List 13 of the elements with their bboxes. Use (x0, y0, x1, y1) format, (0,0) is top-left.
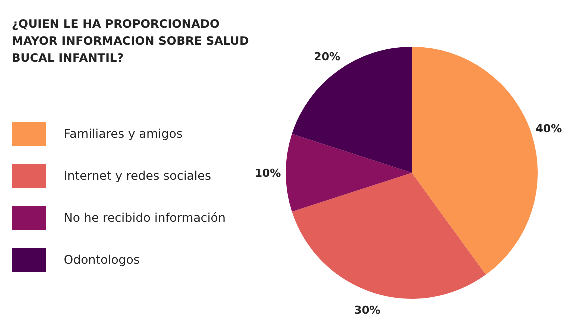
pie-slice (286, 134, 412, 212)
legend-label: Internet y redes sociales (64, 169, 212, 184)
data-label: 10% (254, 166, 282, 180)
data-label: 20% (314, 50, 341, 64)
pie-slice (292, 173, 486, 299)
legend-label: Odontologos (64, 253, 140, 268)
legend-label: Familiares y amigos (64, 127, 183, 142)
data-label: 40% (536, 122, 562, 136)
pie-slice (412, 47, 538, 275)
data-label: 30% (354, 304, 381, 317)
legend-label: No he recibido información (64, 211, 226, 226)
pie-slice (292, 47, 412, 173)
chart-title: ¿QUIEN LE HA PROPORCIONADO MAYOR INFORMACION SOBRE SALUD BUCAL INFANTIL? (12, 17, 250, 65)
